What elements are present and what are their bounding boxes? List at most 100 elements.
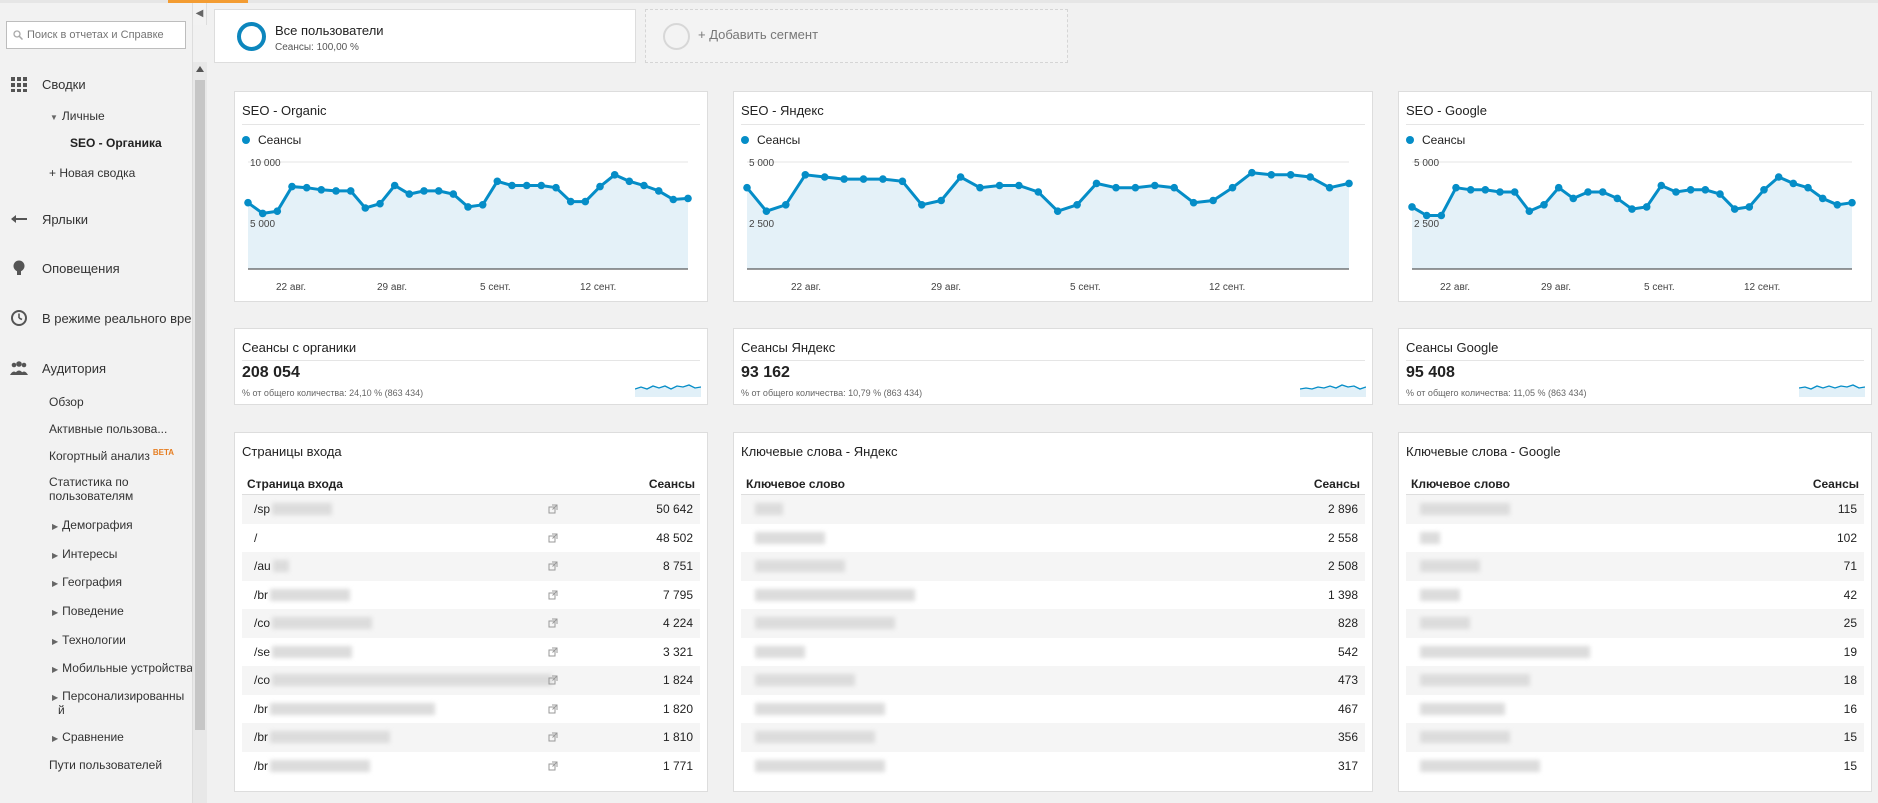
sidebar-item-interests[interactable]: ▶ Интересы bbox=[52, 547, 117, 561]
row-key[interactable]: /br bbox=[254, 702, 436, 716]
data-point[interactable] bbox=[1760, 186, 1768, 194]
table-row[interactable]: /br 1 810 bbox=[242, 723, 700, 752]
row-key[interactable] bbox=[753, 617, 895, 630]
table-row[interactable]: 71 bbox=[1406, 552, 1864, 581]
table-row[interactable]: 1 398 bbox=[741, 581, 1365, 610]
data-point[interactable] bbox=[581, 197, 590, 206]
sidebar-item-cohort[interactable]: Когортный анализ BETA bbox=[49, 448, 174, 463]
data-point[interactable] bbox=[1642, 203, 1651, 211]
table-row[interactable]: 828 bbox=[741, 609, 1365, 638]
collapse-sidebar-button[interactable]: ◀ bbox=[193, 3, 207, 25]
data-point[interactable] bbox=[1092, 179, 1101, 188]
line-chart[interactable] bbox=[734, 152, 1374, 302]
sidebar-item-behavior[interactable]: ▶ Поведение bbox=[52, 604, 124, 618]
data-point[interactable] bbox=[743, 183, 751, 192]
row-key[interactable] bbox=[753, 588, 915, 601]
external-link-icon[interactable] bbox=[548, 675, 558, 685]
data-point[interactable] bbox=[317, 186, 326, 194]
row-key[interactable] bbox=[1418, 588, 1460, 601]
data-point[interactable] bbox=[1053, 207, 1062, 215]
table-row[interactable]: 115 bbox=[1406, 495, 1864, 524]
data-point[interactable] bbox=[1422, 211, 1431, 220]
data-point[interactable] bbox=[478, 201, 487, 209]
data-point[interactable] bbox=[361, 204, 370, 212]
external-link-icon[interactable] bbox=[548, 761, 558, 771]
row-key[interactable]: /br bbox=[254, 588, 351, 602]
data-point[interactable] bbox=[1306, 173, 1314, 181]
data-point[interactable] bbox=[669, 195, 678, 204]
data-point[interactable] bbox=[1170, 183, 1178, 192]
row-key[interactable]: /se bbox=[254, 645, 353, 659]
data-point[interactable] bbox=[508, 181, 516, 190]
table-row[interactable]: 467 bbox=[741, 695, 1365, 724]
data-point[interactable] bbox=[1525, 207, 1534, 215]
data-point[interactable] bbox=[1701, 186, 1710, 194]
row-key[interactable] bbox=[753, 702, 885, 715]
data-point[interactable] bbox=[1730, 205, 1739, 213]
sidebar-scrollbar[interactable] bbox=[193, 62, 207, 803]
data-point[interactable] bbox=[1209, 196, 1217, 205]
data-point[interactable] bbox=[1569, 194, 1578, 203]
external-link-icon[interactable] bbox=[548, 732, 558, 742]
data-point[interactable] bbox=[390, 181, 399, 190]
data-point[interactable] bbox=[1745, 203, 1754, 211]
data-point[interactable] bbox=[273, 207, 282, 215]
row-key[interactable] bbox=[1418, 503, 1510, 516]
data-point[interactable] bbox=[640, 181, 648, 190]
data-point[interactable] bbox=[464, 203, 472, 211]
data-point[interactable] bbox=[376, 199, 384, 208]
data-point[interactable] bbox=[1015, 181, 1023, 190]
table-row[interactable]: /co 1 824 bbox=[242, 666, 700, 695]
row-key[interactable] bbox=[753, 531, 825, 544]
data-point[interactable] bbox=[566, 197, 575, 206]
table-row[interactable]: 542 bbox=[741, 638, 1365, 667]
external-link-icon[interactable] bbox=[548, 618, 558, 628]
data-point[interactable] bbox=[1774, 173, 1783, 181]
data-point[interactable] bbox=[1452, 183, 1460, 192]
row-key[interactable]: /sp bbox=[254, 502, 333, 516]
external-link-icon[interactable] bbox=[548, 504, 558, 514]
sidebar-item-compare[interactable]: ▶ Сравнение bbox=[52, 730, 124, 744]
row-key[interactable]: /co bbox=[254, 616, 373, 630]
row-key[interactable]: /co bbox=[254, 673, 553, 687]
add-segment-button[interactable]: + Добавить сегмент bbox=[645, 9, 1068, 63]
row-key[interactable] bbox=[1418, 702, 1505, 715]
sidebar-item-geo[interactable]: ▶ География bbox=[52, 575, 122, 589]
data-point[interactable] bbox=[1804, 183, 1812, 192]
data-point[interactable] bbox=[596, 182, 604, 191]
table-row[interactable]: 2 508 bbox=[741, 552, 1365, 581]
table-row[interactable]: /br 7 795 bbox=[242, 581, 700, 610]
data-point[interactable] bbox=[288, 182, 296, 191]
data-point[interactable] bbox=[522, 181, 531, 190]
table-row[interactable]: 317 bbox=[741, 752, 1365, 781]
data-point[interactable] bbox=[1466, 186, 1475, 194]
data-point[interactable] bbox=[654, 187, 663, 195]
scroll-up-arrow-icon[interactable] bbox=[196, 66, 204, 72]
data-point[interactable] bbox=[1267, 171, 1276, 179]
data-point[interactable] bbox=[1554, 183, 1563, 192]
table-row[interactable]: 16 bbox=[1406, 695, 1864, 724]
data-point[interactable] bbox=[405, 190, 414, 198]
data-point[interactable] bbox=[258, 209, 267, 218]
data-point[interactable] bbox=[1657, 181, 1666, 190]
search-input[interactable] bbox=[27, 29, 177, 41]
table-row[interactable]: 356 bbox=[741, 723, 1365, 752]
sidebar-item-alerts[interactable]: Оповещения bbox=[10, 259, 120, 277]
row-key[interactable] bbox=[753, 560, 845, 573]
sidebar-item-user-flow[interactable]: Пути пользователей bbox=[49, 758, 163, 772]
data-point[interactable] bbox=[1818, 194, 1827, 203]
row-key[interactable] bbox=[753, 674, 855, 687]
data-point[interactable] bbox=[918, 201, 926, 209]
data-point[interactable] bbox=[434, 187, 443, 195]
row-key[interactable] bbox=[1418, 560, 1480, 573]
row-key[interactable] bbox=[1418, 759, 1540, 772]
table-row[interactable]: 19 bbox=[1406, 638, 1864, 667]
row-key[interactable]: /br bbox=[254, 759, 371, 773]
segment-all-users[interactable]: Все пользователи Сеансы: 100,00 % bbox=[214, 9, 636, 63]
data-point[interactable] bbox=[1716, 190, 1724, 198]
data-point[interactable] bbox=[1112, 183, 1120, 192]
sidebar-item-custom[interactable]: ▶ Персонализированны й bbox=[52, 689, 184, 717]
row-key[interactable] bbox=[753, 645, 805, 658]
row-key[interactable] bbox=[1418, 731, 1510, 744]
table-row[interactable]: /au 8 751 bbox=[242, 552, 700, 581]
